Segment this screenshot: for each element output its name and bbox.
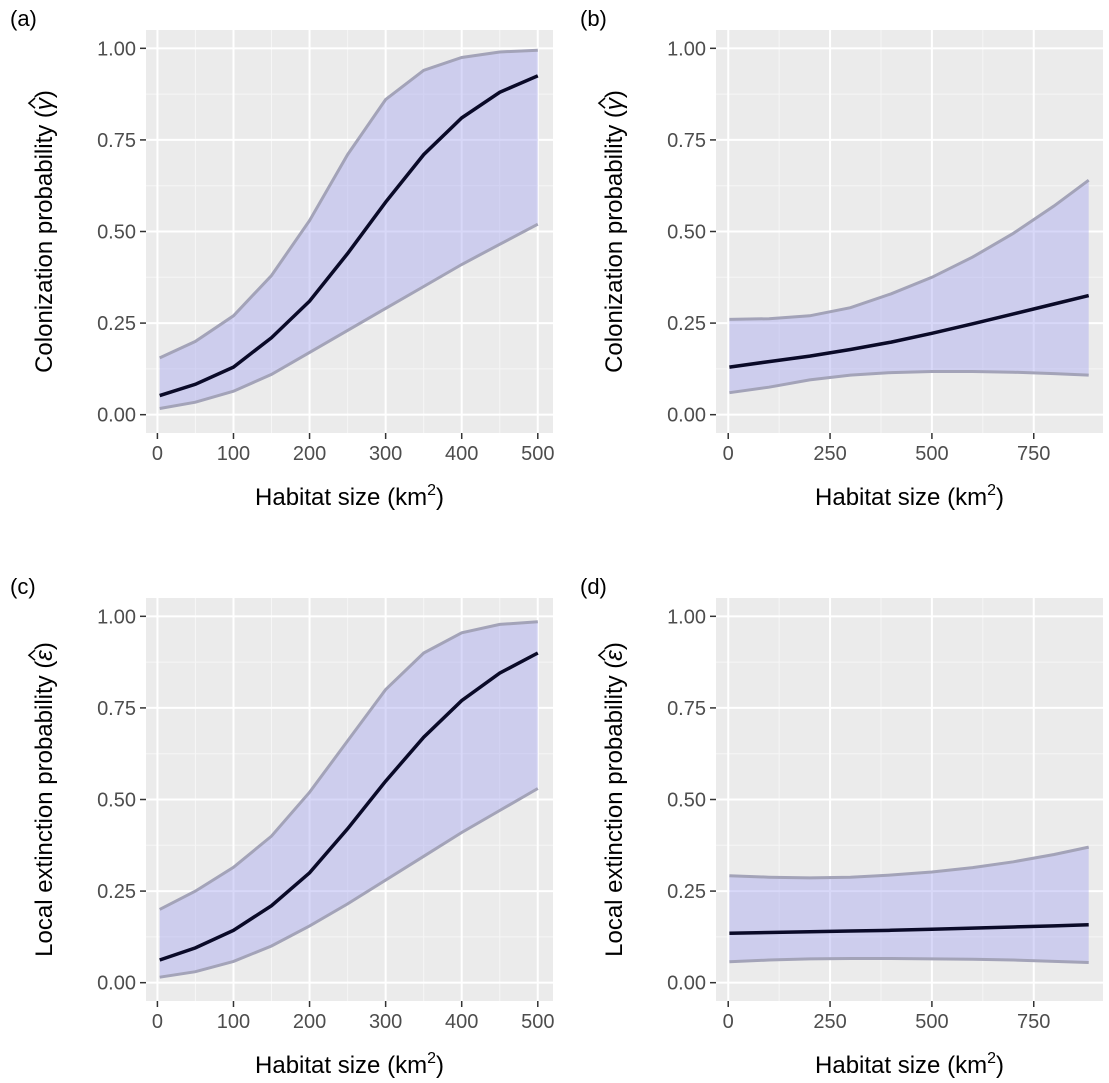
y-tick-label: 0.25	[97, 881, 136, 903]
y-axis-title: Local extinction probability (ε)	[31, 642, 58, 957]
panel-a: (a) 0.00 0.25 0.50 0.75 1.00 0 100 200 300 400 500 H…	[10, 6, 554, 511]
lower-bound-line	[159, 787, 539, 979]
y-tick-label: 0.00	[667, 973, 706, 995]
x-tick-label: 0	[152, 443, 163, 465]
y-tick-label: 0.50	[667, 790, 706, 812]
x-tick-label: 100	[217, 1011, 250, 1033]
lower-bound-line	[159, 222, 539, 410]
estimate-line	[159, 74, 539, 398]
x-tick-label: 300	[369, 1011, 402, 1033]
y-tick-label: 1.00	[667, 38, 706, 60]
estimate-line	[729, 293, 1090, 369]
y-axis-title: Colonization probability (γ)	[601, 90, 628, 373]
upper-bound-line	[159, 48, 538, 360]
hat-accent	[27, 97, 36, 109]
y-tick-label: 0.00	[97, 973, 136, 995]
x-axis-title: Habitat size (km2)	[815, 1050, 1004, 1079]
y-tick-label: 0.50	[667, 222, 706, 244]
x-tick-label: 250	[813, 1011, 846, 1033]
y-tick-label: 0.75	[667, 698, 706, 720]
x-tick-label: 750	[1017, 443, 1050, 465]
x-tick-label: 300	[369, 443, 402, 465]
y-tick-label: 0.75	[97, 698, 136, 720]
panel-label: (b)	[580, 6, 607, 31]
x-axis-title: Habitat size (km2)	[255, 1050, 444, 1079]
x-tick-label: 500	[521, 1011, 554, 1033]
x-tick-label: 0	[723, 443, 734, 465]
x-tick-label: 500	[915, 1011, 948, 1033]
x-tick-label: 200	[293, 443, 326, 465]
x-tick-label: 200	[293, 1011, 326, 1033]
y-tick-label: 0.00	[97, 405, 136, 427]
panel-label: (d)	[580, 574, 607, 599]
estimate-line	[159, 651, 539, 962]
x-tick-label: 0	[152, 1011, 163, 1033]
x-tick-label: 400	[445, 443, 478, 465]
estimate-line	[729, 923, 1089, 935]
y-axis-title: Local extinction probability (ε)	[601, 642, 628, 957]
x-tick-label: 750	[1017, 1011, 1050, 1033]
y-axis-title: Colonization probability (γ)	[31, 90, 58, 373]
upper-bound-line	[729, 178, 1090, 321]
panel-d: (d) 0.00 0.25 0.50 0.75 1.00 0 250 500 750 Habitat…	[580, 574, 1103, 1079]
y-tick-label: 0.25	[97, 313, 136, 335]
x-tick-label: 400	[445, 1011, 478, 1033]
x-tick-label: 500	[915, 443, 948, 465]
confidence-band	[729, 180, 1089, 393]
y-tick-label: 1.00	[97, 606, 136, 628]
x-axis-title: Habitat size (km2)	[255, 482, 444, 511]
upper-bound-line	[729, 845, 1090, 880]
confidence-band	[159, 50, 538, 409]
panel-label: (c)	[10, 574, 36, 599]
hat-accent	[597, 649, 606, 661]
confidence-band	[159, 621, 538, 978]
x-tick-label: 0	[723, 1011, 734, 1033]
y-tick-label: 0.25	[667, 881, 706, 903]
y-tick-label: 1.00	[97, 38, 136, 60]
x-tick-label: 250	[813, 443, 846, 465]
hat-accent	[597, 97, 606, 109]
x-tick-label: 500	[521, 443, 554, 465]
lower-bound-line	[729, 957, 1089, 964]
panel-c: (c) 0.00 0.25 0.50 0.75 1.00 0 100 200 300 400 500 H…	[10, 574, 554, 1079]
lower-bound-line	[729, 370, 1089, 395]
x-axis-title: Habitat size (km2)	[815, 482, 1004, 511]
y-tick-label: 0.25	[667, 313, 706, 335]
y-tick-label: 0.75	[97, 130, 136, 152]
y-tick-label: 1.00	[667, 606, 706, 628]
panel-b: (b) 0.00 0.25 0.50 0.75 1.00 0 250 500 750 Habitat…	[580, 6, 1103, 511]
y-tick-label: 0.75	[667, 130, 706, 152]
y-tick-label: 0.50	[97, 790, 136, 812]
hat-accent	[27, 649, 36, 661]
y-tick-label: 0.00	[667, 405, 706, 427]
y-tick-label: 0.50	[97, 222, 136, 244]
confidence-band	[729, 847, 1089, 963]
upper-bound-line	[159, 620, 538, 911]
x-tick-label: 100	[217, 443, 250, 465]
panel-label: (a)	[10, 6, 37, 31]
